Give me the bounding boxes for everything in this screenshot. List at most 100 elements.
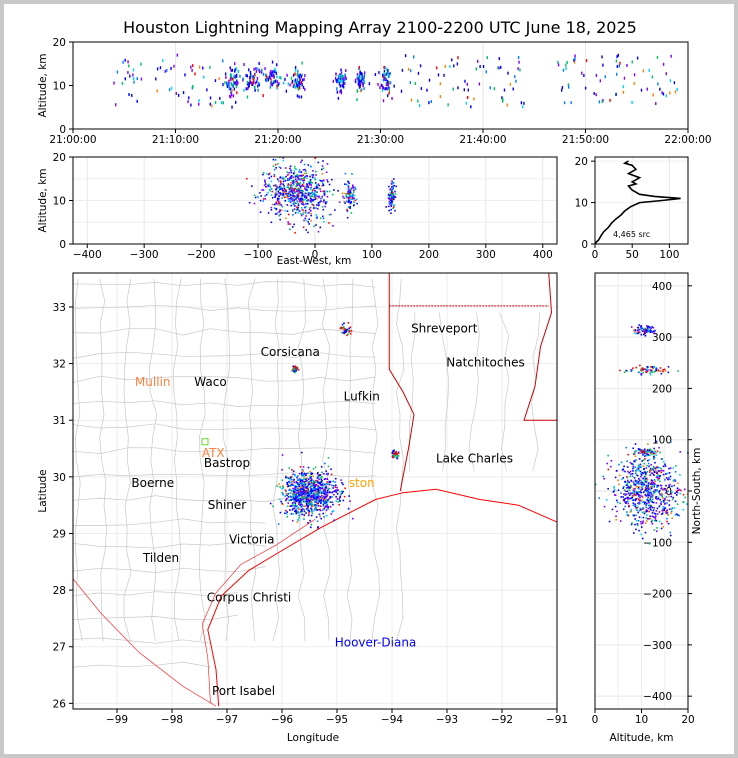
data-point	[320, 476, 322, 479]
data-point	[319, 505, 322, 508]
data-point	[655, 469, 657, 472]
data-point	[645, 490, 648, 492]
data-point	[670, 495, 673, 498]
altitude-ns-panel: −400−300−200−100010020030040001020Altitu…	[592, 272, 703, 744]
data-point	[296, 174, 299, 177]
data-point	[627, 453, 630, 456]
data-point	[289, 201, 292, 203]
data-point	[319, 499, 321, 501]
data-point	[344, 202, 346, 204]
data-point	[644, 531, 647, 534]
data-point	[269, 186, 272, 188]
data-point	[307, 482, 309, 484]
data-point	[293, 223, 295, 226]
data-point	[326, 473, 329, 476]
data-point	[309, 501, 312, 503]
data-point	[295, 185, 298, 188]
data-point	[347, 193, 350, 195]
data-point	[299, 480, 302, 483]
data-point	[333, 189, 335, 191]
data-point	[626, 482, 629, 484]
data-point	[159, 66, 162, 70]
data-point	[476, 59, 479, 63]
data-point	[251, 185, 253, 187]
data-point	[328, 183, 331, 186]
data-point	[650, 520, 653, 523]
data-point	[233, 74, 236, 78]
data-point	[653, 491, 656, 494]
data-point	[274, 79, 277, 83]
data-point	[604, 75, 606, 79]
data-point	[349, 205, 351, 208]
data-point	[642, 459, 645, 462]
county-line	[468, 312, 480, 472]
data-point	[643, 330, 646, 333]
data-point	[295, 367, 298, 370]
data-point	[669, 531, 672, 534]
ew-altitude-panel: −400 −300 −200 −100 0 100 200 300 40001020Altitu…	[37, 152, 558, 267]
data-point	[636, 56, 639, 60]
data-point	[655, 510, 658, 512]
data-point	[662, 473, 665, 476]
data-point	[308, 494, 311, 497]
data-point	[292, 487, 294, 490]
data-point	[281, 205, 284, 208]
data-point	[281, 479, 284, 482]
data-point	[640, 521, 642, 523]
data-point	[311, 512, 314, 515]
data-point	[388, 74, 391, 78]
data-point	[642, 496, 644, 499]
data-point	[663, 506, 665, 509]
data-point	[231, 105, 233, 109]
data-point	[630, 369, 632, 371]
data-point	[339, 84, 341, 88]
data-point	[320, 197, 323, 200]
data-point	[668, 467, 670, 470]
map-label: Lufkin	[344, 389, 380, 403]
data-point	[296, 498, 298, 500]
data-point	[638, 491, 640, 493]
data-point	[599, 79, 602, 83]
data-point	[321, 487, 323, 490]
data-point	[655, 502, 658, 504]
data-point	[656, 471, 659, 474]
data-point	[326, 500, 329, 503]
county-line	[272, 278, 281, 642]
data-point	[219, 96, 221, 100]
data-point	[265, 78, 267, 82]
data-point	[278, 204, 281, 206]
data-point	[316, 497, 318, 499]
data-point	[649, 495, 652, 497]
data-point	[302, 466, 305, 468]
data-point	[627, 514, 629, 517]
data-point	[392, 451, 395, 454]
data-point	[294, 502, 297, 505]
data-point	[328, 497, 330, 500]
data-point	[253, 67, 255, 71]
data-point	[343, 331, 346, 334]
data-point	[300, 487, 302, 490]
data-point	[643, 479, 646, 482]
data-point	[659, 370, 661, 372]
data-point	[279, 209, 281, 211]
data-point	[675, 494, 678, 496]
data-point	[313, 501, 316, 503]
y-axis-label: Latitude	[37, 469, 49, 512]
data-point	[647, 485, 649, 488]
data-point	[302, 473, 304, 476]
data-point	[296, 173, 298, 176]
data-point	[290, 169, 292, 172]
data-point	[300, 499, 302, 502]
data-point	[305, 496, 308, 498]
data-point	[299, 494, 301, 497]
data-point	[304, 505, 306, 508]
data-point	[338, 201, 341, 204]
data-point	[302, 193, 305, 195]
data-point	[660, 471, 663, 474]
data-point	[308, 514, 310, 516]
data-point	[298, 514, 300, 517]
data-point	[292, 480, 295, 483]
y-tick-label: −300	[643, 640, 672, 652]
data-point	[325, 483, 327, 486]
data-point	[331, 491, 333, 494]
